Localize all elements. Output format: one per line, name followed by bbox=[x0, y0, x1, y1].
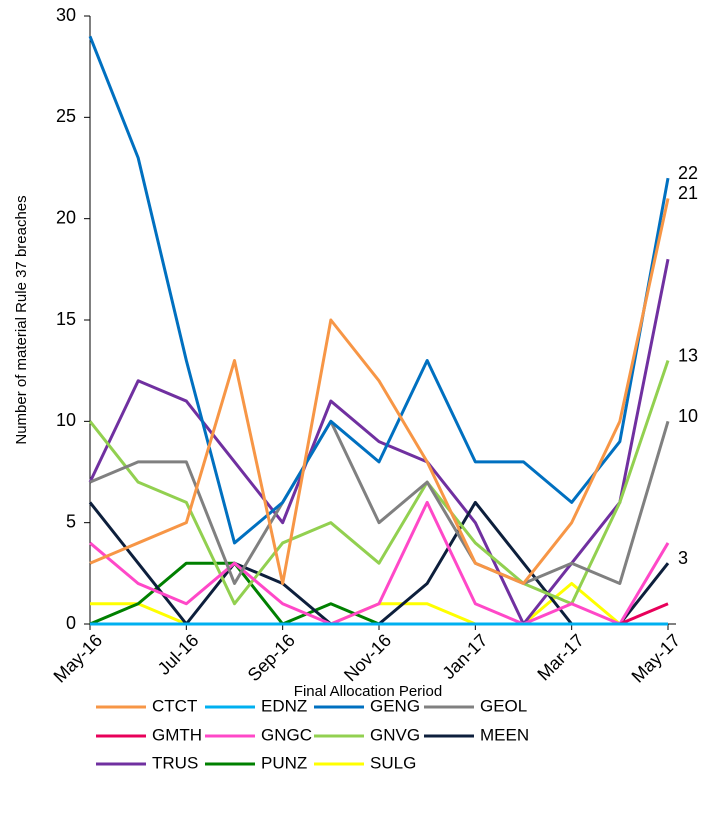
y-tick-label: 25 bbox=[56, 106, 76, 126]
legend-label: GNVG bbox=[370, 725, 420, 744]
x-tick-label: Sep-16 bbox=[244, 630, 299, 685]
data-label: 13 bbox=[678, 345, 698, 365]
line-series bbox=[88, 35, 670, 545]
legend-label: MEEN bbox=[480, 725, 529, 744]
legend-label: CTCT bbox=[152, 696, 197, 715]
x-tick-label: Nov-16 bbox=[340, 630, 395, 685]
line-series bbox=[89, 198, 670, 585]
y-tick-label: 15 bbox=[56, 309, 76, 329]
x-tick-label: Mar-17 bbox=[533, 630, 587, 684]
legend-label: PUNZ bbox=[261, 753, 307, 772]
legend-label: GENG bbox=[370, 696, 420, 715]
legend-label: GMTH bbox=[152, 725, 202, 744]
y-tick-label: 5 bbox=[66, 511, 76, 531]
y-tick-label: 10 bbox=[56, 410, 76, 430]
legend-label: SULG bbox=[370, 753, 416, 772]
x-tick-label: Jan-17 bbox=[438, 630, 491, 683]
data-label: 10 bbox=[678, 406, 698, 426]
data-label: 3 bbox=[678, 548, 688, 568]
y-axis-label: Number of material Rule 37 breaches bbox=[13, 195, 30, 444]
line-series bbox=[89, 500, 670, 626]
legend-label: GEOL bbox=[480, 696, 527, 715]
x-axis-label: Final Allocation Period bbox=[294, 683, 442, 700]
y-tick-label: 20 bbox=[56, 207, 76, 227]
x-tick-label: May-17 bbox=[628, 630, 685, 687]
line-series bbox=[89, 561, 668, 626]
x-tick-label: Jul-16 bbox=[154, 630, 203, 679]
y-tick-label: 0 bbox=[66, 613, 76, 633]
data-label: 22 bbox=[678, 163, 698, 183]
legend-label: EDNZ bbox=[261, 696, 307, 715]
legend-label: TRUS bbox=[152, 753, 198, 772]
data-label: 21 bbox=[678, 183, 698, 203]
legend-label: GNGC bbox=[261, 725, 312, 744]
x-tick-label: May-16 bbox=[50, 630, 107, 687]
line-series bbox=[89, 419, 670, 585]
y-tick-label: 30 bbox=[56, 5, 76, 25]
